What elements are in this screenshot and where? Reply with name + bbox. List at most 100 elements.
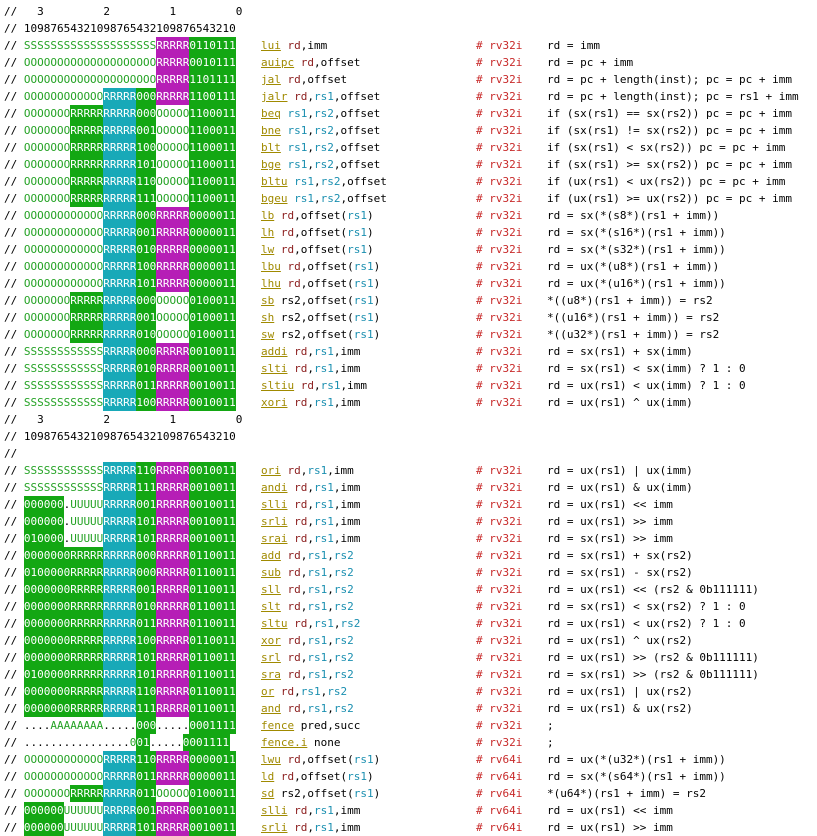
encoding-bit: O — [83, 751, 91, 768]
comment-prefix: // — [4, 277, 18, 290]
operand-text: ,offset( — [300, 311, 354, 324]
encoding-bit: O — [56, 241, 65, 258]
encoding-bit: 0 — [182, 734, 190, 751]
encoding-bit: 0 — [215, 564, 223, 581]
encoding-bit: O — [182, 190, 190, 207]
operand-rd: rd — [294, 532, 308, 545]
mnemonic: jalr — [261, 90, 288, 103]
encoding-bit: O — [43, 768, 51, 785]
encoding-bit: R — [70, 632, 78, 649]
mnemonic: bne — [261, 124, 281, 137]
encoding-bit: 1 — [195, 785, 204, 802]
encoding-bit: R — [116, 241, 124, 258]
encoding-bit: 1 — [229, 564, 237, 581]
extension-tag: # rv32i — [476, 175, 523, 188]
encoding-bit: R — [96, 156, 104, 173]
encoding-bit: 0 — [63, 649, 71, 666]
encoding-bit: R — [90, 632, 98, 649]
encoding-bit: R — [156, 581, 164, 598]
encoding-bit: R — [162, 751, 170, 768]
encoding-bit: 0 — [143, 547, 151, 564]
encoding-bit: R — [96, 547, 104, 564]
encoding-bit: R — [169, 496, 177, 513]
encoding-bit: S — [70, 37, 78, 54]
encoding-bit: S — [96, 479, 104, 496]
encoding-bit: S — [63, 360, 71, 377]
encoding-bit: O — [70, 275, 78, 292]
operand-text: , — [327, 702, 334, 715]
encoding-bit: 1 — [202, 649, 210, 666]
encoding-bit: S — [83, 377, 91, 394]
encoding-bit: R — [162, 598, 170, 615]
encoding-bit: 1 — [149, 496, 157, 513]
encoding-bit: O — [90, 207, 98, 224]
extension-tag: # rv32i — [476, 260, 523, 273]
encoding-bit: R — [162, 258, 170, 275]
encoding-bit: 1 — [202, 564, 210, 581]
encoding-bit: U — [63, 802, 71, 819]
encoding-bit: R — [103, 666, 111, 683]
encoding-bit: 0 — [56, 802, 65, 819]
encoding-bit: 0 — [189, 785, 197, 802]
encoding-bit: S — [83, 343, 91, 360]
encoding-bit: 0 — [149, 683, 157, 700]
encoding-bit: O — [63, 156, 71, 173]
encoding-bit: 0 — [136, 326, 144, 343]
operand-text: ,offset( — [300, 277, 354, 290]
encoding-bit: 0 — [149, 394, 157, 411]
encoding-bit: 1 — [195, 122, 204, 139]
encoding-bit: 1 — [195, 105, 204, 122]
encoding-bit: 1 — [136, 156, 144, 173]
encoding-bit: 0 — [202, 326, 210, 343]
encoding-bit: 0 — [195, 360, 204, 377]
operand-text: ,offset( — [300, 260, 354, 273]
encoding-bit: 0 — [37, 649, 45, 666]
encoding-bit: 1 — [229, 88, 237, 105]
encoding-bit: O — [30, 105, 38, 122]
operand-rd: rd — [287, 39, 301, 52]
comment-prefix: // — [4, 617, 18, 630]
encoding-bit: A — [63, 717, 71, 734]
encoding-bit: 0 — [209, 360, 217, 377]
encoding-bit: S — [37, 462, 45, 479]
encoding-bit: 1 — [215, 37, 223, 54]
encoding-bit: 1 — [202, 615, 210, 632]
encoding-bit: 1 — [222, 360, 230, 377]
encoding-bit: 0 — [189, 734, 197, 751]
operand-text: pred,succ — [300, 719, 361, 732]
encoding-bit: R — [176, 649, 184, 666]
encoding-bit: R — [162, 530, 170, 547]
operand-rd: rd — [287, 566, 301, 579]
encoding-bit: 0 — [136, 598, 144, 615]
encoding-bit: S — [30, 394, 38, 411]
encoding-bit: 1 — [149, 785, 157, 802]
encoding-bit: O — [56, 156, 65, 173]
encoding-bit: O — [96, 275, 104, 292]
extension-tag: # rv32i — [476, 90, 523, 103]
encoding-bit: O — [50, 241, 58, 258]
encoding-bit: . — [103, 717, 111, 734]
encoding-bit: S — [30, 462, 38, 479]
encoding-bit: R — [182, 343, 190, 360]
encoding-bit: R — [90, 649, 98, 666]
encoding-bit: . — [70, 734, 78, 751]
operand-text: ,imm — [333, 362, 361, 375]
encoding-bit: 0 — [30, 496, 38, 513]
encoding-bit: 0 — [209, 700, 217, 717]
extension-tag: # rv32i — [476, 362, 523, 375]
encoding-bit: R — [116, 598, 124, 615]
encoding-bit: 1 — [222, 37, 230, 54]
operands: rd,offset — [301, 54, 361, 71]
encoding-bit: R — [176, 88, 184, 105]
encoding-bit: 0 — [215, 360, 223, 377]
encoding-bit: R — [156, 462, 164, 479]
encoding-bit: R — [176, 241, 184, 258]
encoding-bit: R — [109, 802, 118, 819]
encoding-bit: 0 — [195, 207, 204, 224]
encoding-bit: R — [129, 343, 137, 360]
encoding-bit: O — [176, 785, 184, 802]
encoding-bit: 0 — [136, 309, 144, 326]
operand-rs: rs1 — [313, 481, 334, 494]
encoding-bit: 0 — [189, 224, 197, 241]
encoding-bit: 0 — [149, 547, 157, 564]
